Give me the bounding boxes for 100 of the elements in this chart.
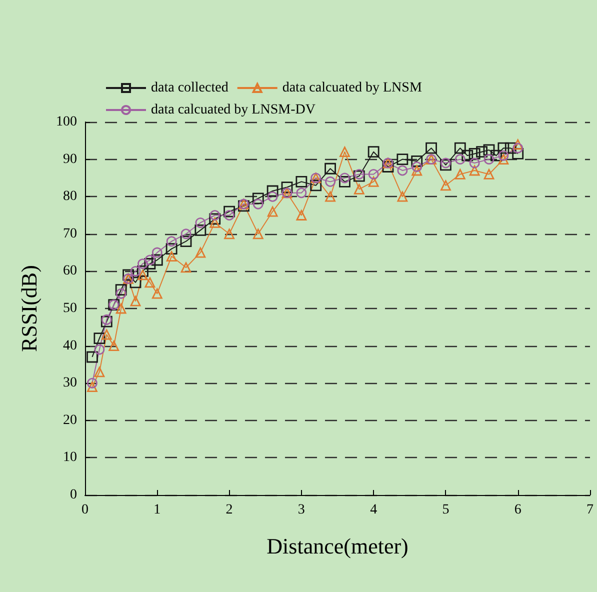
point	[101, 329, 112, 340]
point	[180, 228, 192, 240]
point	[324, 162, 336, 174]
point	[462, 150, 474, 162]
point	[252, 198, 264, 210]
point	[368, 146, 380, 158]
point	[440, 159, 452, 171]
point	[490, 150, 502, 162]
y-tick-label: 40	[63, 338, 77, 354]
point	[483, 144, 495, 156]
legend-label: data calcuated by LNSM	[282, 80, 422, 96]
y-tick-label: 80	[63, 189, 77, 204]
point	[484, 154, 494, 164]
point	[130, 296, 141, 306]
y-tick-label: 30	[63, 376, 77, 391]
point	[115, 284, 127, 296]
point	[122, 269, 134, 281]
point	[440, 158, 451, 168]
point	[468, 148, 480, 160]
point	[504, 142, 516, 154]
point	[166, 243, 178, 255]
point	[144, 277, 156, 288]
legend-label: data calcuated by LNSM-DV	[151, 102, 316, 118]
point	[210, 210, 220, 220]
point	[194, 224, 206, 236]
point	[296, 176, 308, 188]
point	[86, 351, 98, 363]
point	[94, 344, 105, 355]
point	[340, 146, 350, 158]
point	[130, 266, 141, 276]
point	[137, 266, 148, 277]
x-tick-label: 5	[442, 502, 450, 518]
point	[368, 176, 379, 187]
x-tick-label: 1	[154, 502, 161, 518]
y-tick-label: 50	[63, 301, 77, 316]
x-tick-label: 3	[298, 502, 305, 518]
point	[368, 169, 379, 180]
point	[310, 180, 322, 192]
point	[138, 258, 148, 269]
point	[267, 191, 278, 202]
point	[469, 165, 480, 176]
point	[325, 191, 336, 202]
point	[108, 340, 120, 351]
point	[195, 218, 206, 228]
point	[426, 142, 437, 154]
point	[116, 288, 126, 299]
legend-label: data collected	[151, 80, 228, 96]
point	[94, 366, 105, 378]
point	[498, 154, 509, 164]
x-tick-label: 4	[370, 502, 378, 518]
point	[469, 158, 480, 168]
point	[454, 154, 466, 164]
x-tick-label: 0	[82, 502, 88, 518]
point	[340, 172, 350, 184]
point	[512, 139, 524, 150]
point	[252, 228, 264, 240]
point	[412, 165, 422, 176]
point	[354, 169, 364, 180]
point	[339, 176, 350, 188]
point	[116, 303, 126, 314]
x-tick-label: 6	[514, 502, 522, 518]
y-tick-label: 60	[63, 264, 77, 279]
point	[296, 188, 307, 198]
point	[152, 247, 162, 258]
point	[454, 169, 466, 180]
point	[209, 213, 221, 225]
point	[512, 142, 524, 154]
point	[166, 236, 177, 247]
point	[484, 169, 494, 180]
y-tick-label: 20	[63, 412, 77, 428]
point	[396, 154, 408, 165]
point	[281, 182, 293, 193]
y-tick-label: 10	[63, 450, 77, 466]
point	[440, 180, 451, 191]
point	[238, 200, 250, 212]
point	[138, 270, 148, 280]
y-tick-label: 90	[63, 152, 77, 167]
point	[180, 236, 192, 248]
x-tick-label: 7	[586, 502, 594, 518]
point	[354, 184, 364, 194]
point	[101, 314, 112, 325]
y-tick-label: 0	[70, 488, 77, 502]
point	[166, 251, 177, 262]
point	[397, 191, 408, 202]
point	[180, 262, 192, 273]
point	[144, 258, 156, 270]
point	[144, 254, 156, 266]
point	[498, 150, 509, 161]
point	[152, 288, 162, 299]
y-axis-title: RSSI(dB)	[16, 265, 42, 352]
point	[397, 165, 408, 176]
point	[382, 161, 394, 172]
point	[411, 155, 423, 167]
point	[267, 206, 278, 217]
point	[224, 228, 234, 240]
point	[195, 247, 206, 258]
point	[412, 162, 422, 172]
point	[325, 176, 336, 187]
point	[87, 382, 98, 392]
point	[353, 170, 365, 182]
